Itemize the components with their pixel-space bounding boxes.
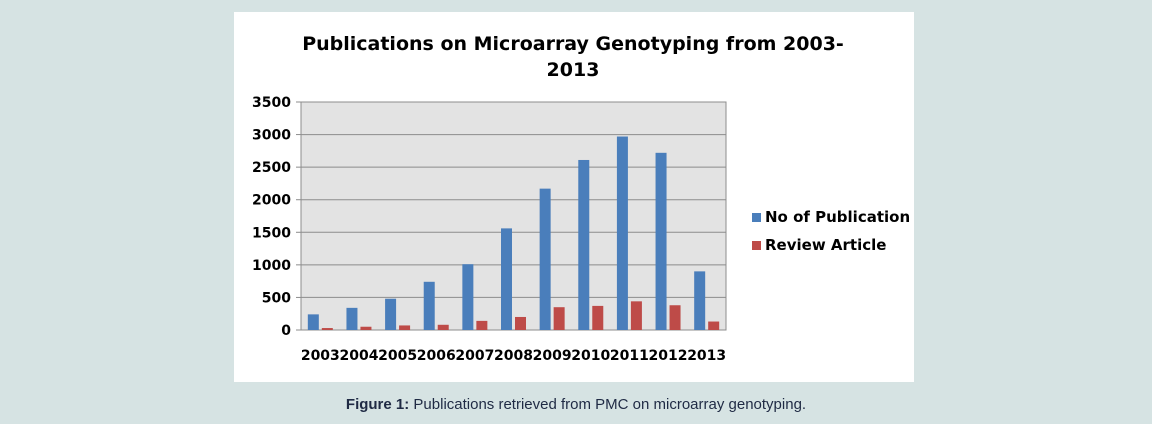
x-tick-label-2003: 2003 [301,348,340,364]
bar-no-of-publication-2009 [539,188,551,330]
bar-no-of-publication-2012 [655,152,667,330]
x-tick-label-2004: 2004 [339,348,378,364]
x-axis-ticks: 2003 2004 2005 2006 2007 2008 2009 2010 2011 2012… [301,348,726,364]
chart-title-line-1: Publications on Microarray Genotyping fr… [302,33,844,55]
bar-review-article-2012 [669,305,681,330]
bar-no-of-publication-2005 [385,298,397,330]
caption-label: Figure 1: [345,396,410,413]
bar-no-of-publication-2013 [694,271,706,330]
x-tick-label-2011: 2011 [610,348,649,364]
chart-title-line-2: 2013 [547,59,600,81]
x-tick-label-2008: 2008 [494,348,533,364]
bar-review-article-2010 [592,305,604,330]
bar-no-of-publication-2004 [346,307,358,330]
x-tick-label-2012: 2012 [649,348,688,364]
y-tick-label-500: 500 [262,290,291,306]
x-tick-label-2005: 2005 [378,348,417,364]
y-tick-label-3500: 3500 [252,95,291,111]
bar-review-article-2005 [399,325,411,330]
chart-title: Publications on Microarray Genotyping fr… [302,33,844,81]
y-tick-label-1000: 1000 [252,258,291,274]
bar-review-article-2004 [360,326,372,330]
legend-label-2: Review Article [765,236,886,254]
x-tick-label-2006: 2006 [417,348,456,364]
legend-swatch-1 [752,213,761,222]
y-tick-label-0: 0 [281,323,291,339]
caption-text: Publications retrieved from PMC on micro… [409,396,807,413]
gridlines [301,101,726,331]
y-tick-label-2000: 2000 [252,193,291,209]
bar-review-article-2013 [708,321,720,330]
bar-no-of-publication-2008 [501,228,512,330]
y-axis-ticks: 0 500 1000 1500 2000 2500 3000 3500 [252,95,301,339]
bar-no-of-publication-2003 [307,314,319,330]
x-tick-label-2007: 2007 [455,348,494,364]
bar-no-of-publication-2007 [462,264,474,330]
bars [307,136,720,330]
figure-caption: Figure 1: Publications retrieved from PM… [0,396,1152,413]
legend-swatch-2 [752,241,761,250]
x-tick-label-2013: 2013 [687,348,726,364]
plot-area [300,101,727,331]
y-tick-label-3000: 3000 [252,128,291,144]
legend-label-1: No of Publication [765,208,910,226]
bar-review-article-2009 [553,307,565,330]
x-tick-label-2009: 2009 [533,348,572,364]
y-tick-label-1500: 1500 [252,225,291,241]
y-tick-label-2500: 2500 [252,160,291,176]
bar-review-article-2006 [437,324,449,330]
figure-panel: Publications on Microarray Genotyping fr… [234,12,914,382]
bar-no-of-publication-2010 [578,159,590,330]
bar-chart: Publications on Microarray Genotyping fr… [252,33,910,364]
legend: No of Publication Review Article [752,208,910,254]
plot-background [300,101,727,331]
bar-review-article-2003 [321,328,333,330]
bar-review-article-2008 [515,316,526,330]
bar-no-of-publication-2011 [616,136,628,330]
bar-review-article-2007 [476,320,488,330]
bar-no-of-publication-2006 [423,281,435,330]
bar-review-article-2011 [630,301,642,330]
x-tick-label-2010: 2010 [571,348,610,364]
